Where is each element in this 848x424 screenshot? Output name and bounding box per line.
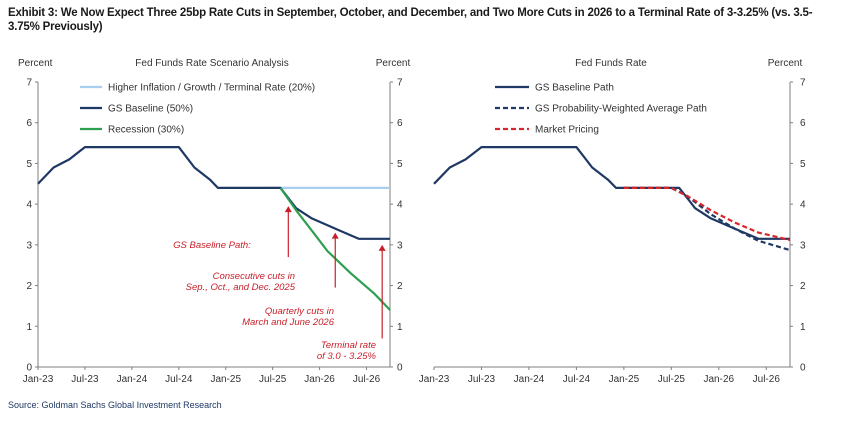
y-tick-label-left: 2: [26, 281, 32, 292]
annotation-line: Terminal rate: [321, 340, 376, 351]
y-axis-label-right: Percent: [376, 58, 411, 69]
x-tick-label: Jul-25: [259, 374, 287, 385]
y-tick-label-left: 0: [26, 363, 32, 374]
annotation-line: GS Baseline Path:: [173, 240, 251, 251]
y-tick-label-left: 1: [26, 322, 32, 333]
annotation-arrowhead: [331, 232, 339, 239]
x-tick-label: Jan-26: [704, 374, 735, 385]
y-tick-label-right: 0: [397, 363, 403, 374]
chart-title: Fed Funds Rate: [575, 58, 647, 69]
x-tick-label: Jan-24: [117, 374, 148, 385]
legend-label: GS Baseline Path: [535, 83, 614, 94]
series-line-1: [433, 146, 790, 240]
exhibit-title: Exhibit 3: We Now Expect Three 25bp Rate…: [8, 7, 813, 33]
legend-label: Recession (30%): [108, 125, 184, 136]
y-tick-label-left: 3: [26, 240, 32, 251]
chart-panel-1: Fed Funds Rate Scenario Analysis Percent P…: [18, 58, 410, 385]
annotation-line: Consecutive cuts in: [213, 271, 295, 282]
annotation-text: GS Baseline Path:: [173, 240, 251, 251]
source-note: Source: Goldman Sachs Global Investment …: [8, 400, 222, 410]
annotation-arrowhead: [284, 206, 292, 213]
x-tick-label: Jan-24: [514, 374, 545, 385]
legend-label: Market Pricing: [535, 125, 599, 136]
y-tick-label-left: 6: [26, 118, 32, 129]
annotation-line: March and June 2026: [242, 317, 335, 328]
x-tick-label: Jul-25: [658, 374, 686, 385]
annotation-line: Quarterly cuts in: [265, 306, 334, 317]
y-axis-label-left: Percent: [18, 58, 53, 69]
x-tick-label: Jul-23: [468, 374, 496, 385]
legend-label: GS Probability-Weighted Average Path: [535, 104, 707, 115]
legend-label: GS Baseline (50%): [108, 104, 193, 115]
y-tick-label-right: 2: [397, 281, 403, 292]
x-tick-label: Jan-23: [419, 374, 450, 385]
y-tick-label-right: 5: [397, 159, 403, 170]
y-tick-label-left: 7: [26, 78, 32, 89]
x-tick-label: Jan-25: [210, 374, 241, 385]
series-line-3: [623, 186, 791, 242]
x-tick-label: Jan-26: [304, 374, 335, 385]
x-tick-label: Jan-25: [609, 374, 640, 385]
x-tick-label: Jul-26: [353, 374, 381, 385]
x-tick-label: Jul-23: [71, 374, 99, 385]
y-axis-label-right: Percent: [768, 58, 803, 69]
series-line-3: [279, 187, 391, 311]
annotation-text: Consecutive cuts in Sep., Oct., and Dec. …: [186, 271, 296, 293]
x-tick-label: Jan-23: [23, 374, 54, 385]
y-tick-label-right: 2: [800, 281, 806, 292]
y-tick-label-right: 3: [800, 240, 806, 251]
chart-title: Fed Funds Rate Scenario Analysis: [135, 58, 288, 69]
chart-panel-2: Fed Funds Rate Percent 0 1 2 3 4 5 6 7 Jan-23 Jul-2…: [419, 58, 806, 385]
y-tick-label-right: 1: [800, 322, 806, 333]
annotation-text: Terminal rate of 3.0 - 3.25%: [317, 340, 377, 362]
annotation-arrowhead: [378, 244, 386, 251]
x-tick-label: Jul-26: [753, 374, 781, 385]
y-tick-label-right: 7: [397, 78, 403, 89]
y-tick-label-right: 6: [800, 118, 806, 129]
series-line-2: [623, 186, 791, 252]
y-tick-label-right: 5: [800, 159, 806, 170]
annotation-text: Quarterly cuts in March and June 2026: [242, 306, 335, 328]
y-tick-label-right: 0: [800, 363, 806, 374]
x-tick-label: Jul-24: [165, 374, 193, 385]
y-tick-label-left: 5: [26, 159, 32, 170]
annotation-line: of 3.0 - 3.25%: [317, 351, 377, 362]
y-tick-label-right: 6: [397, 118, 403, 129]
legend-label: Higher Inflation / Growth / Terminal Rat…: [108, 83, 315, 94]
series-line-2: [37, 146, 390, 240]
x-tick-label: Jul-24: [563, 374, 591, 385]
y-tick-label-right: 7: [800, 78, 806, 89]
y-tick-label-right: 4: [397, 200, 403, 211]
y-tick-label-right: 3: [397, 240, 403, 251]
y-tick-label-right: 4: [800, 200, 806, 211]
annotation-line: Sep., Oct., and Dec. 2025: [186, 282, 296, 293]
y-tick-label-right: 1: [397, 322, 403, 333]
y-tick-label-left: 4: [26, 200, 32, 211]
